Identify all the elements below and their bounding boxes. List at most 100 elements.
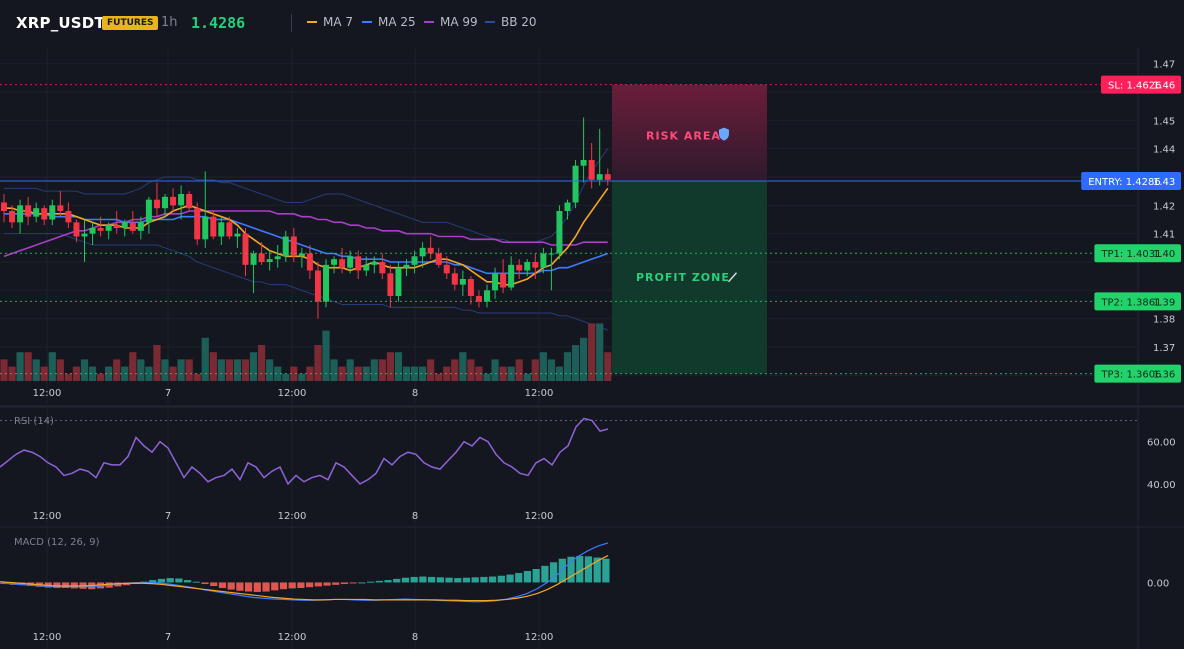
volume-bar	[314, 345, 322, 381]
ma99-label: MA 99	[440, 15, 478, 29]
candle-body	[492, 273, 499, 291]
volume-bar	[410, 366, 419, 381]
volume-bar	[88, 366, 97, 381]
candle-body	[282, 236, 289, 257]
candle-body	[403, 264, 410, 268]
risk-reward-zones: RISK AREA PROFIT ZONE	[612, 84, 767, 374]
macd-histogram-bar	[288, 582, 296, 589]
symbol-title[interactable]: XRP_USDT	[16, 14, 105, 32]
time-tick-label: 7	[165, 388, 171, 399]
volume-bar	[604, 352, 612, 381]
axes: 1.47 1.45 1.44 1.42 1.41 1.38 1.37 12:00 7 12:00 8…	[33, 60, 1176, 643]
time-tick-label: 8	[412, 511, 418, 522]
candle-body	[524, 262, 531, 271]
volume-bar	[282, 373, 290, 381]
volume-bar	[499, 366, 507, 381]
macd-histogram-bar	[245, 582, 253, 592]
candle-body	[371, 262, 378, 265]
risk-area-label: RISK AREA	[646, 130, 721, 143]
candle-body	[459, 279, 466, 285]
macd-histogram-bar	[567, 556, 575, 583]
ma25-label: MA 25	[378, 15, 416, 29]
macd-histogram-bar	[497, 575, 505, 583]
time-tick-label: 12:00	[278, 388, 307, 399]
candle-body	[564, 202, 571, 211]
volume-bar	[378, 359, 386, 381]
macd-histogram-bar	[62, 582, 70, 588]
candle-body	[9, 211, 16, 223]
volume-bar	[177, 359, 185, 381]
candle-body	[202, 216, 209, 240]
time-tick-label: 7	[165, 511, 171, 522]
candle-body	[137, 222, 144, 231]
legend-ma25[interactable]: MA 25	[362, 15, 416, 29]
chart-gridlines	[0, 48, 1184, 649]
rsi-tick-label: 60.00	[1147, 438, 1176, 449]
profit-zone-label: PROFIT ZONE	[636, 271, 730, 284]
volume-bar	[580, 337, 588, 381]
bb20-swatch	[485, 21, 495, 23]
candle-body	[1, 202, 7, 211]
candle-body	[105, 225, 112, 231]
rsi-pane: RSI (14) 60.00 40.00	[0, 416, 1176, 491]
legend-ma99[interactable]: MA 99	[424, 15, 478, 29]
candle-body	[387, 273, 394, 296]
volume-bar	[169, 366, 177, 381]
take-profit-1-tick: 1.40	[1153, 249, 1175, 260]
time-tick-label: 12:00	[525, 388, 554, 399]
candle-body	[121, 222, 128, 228]
macd-histogram-bar	[454, 578, 462, 583]
take-profit-2-tick: 1.39	[1153, 297, 1175, 308]
volume-bar	[64, 373, 72, 381]
bb20-label: BB 20	[501, 15, 537, 29]
take-profit-3-tick: 1.36	[1153, 370, 1175, 381]
candle-body	[347, 256, 354, 268]
macd-histogram-bar	[506, 574, 514, 583]
volume-bar	[547, 359, 555, 381]
interval-label[interactable]: 1h	[161, 15, 178, 30]
macd-histogram-bar	[602, 558, 610, 583]
time-tick-label: 12:00	[278, 632, 307, 643]
macd-histogram-bar	[349, 582, 357, 584]
macd-histogram-bar	[558, 558, 566, 583]
macd-histogram-bar	[515, 572, 523, 583]
volume-bar	[113, 359, 121, 381]
volume-bar	[40, 366, 48, 381]
candle-body	[556, 211, 563, 254]
legend-ma7[interactable]: MA 7	[307, 15, 353, 29]
macd-histogram-bar	[419, 576, 427, 583]
volume-bar	[105, 366, 113, 381]
volume-bar	[459, 352, 467, 381]
candle-body	[290, 236, 297, 257]
candle-body	[274, 256, 281, 260]
rsi-title: RSI (14)	[14, 416, 54, 427]
take-profit-2-label-box	[1094, 292, 1181, 311]
candle-body	[596, 174, 603, 180]
volume-bar	[571, 345, 580, 381]
candle-body	[89, 228, 96, 234]
volume-bar	[258, 345, 266, 381]
candle-body	[443, 264, 450, 274]
volume-bar	[370, 359, 378, 381]
volume-bar	[185, 359, 193, 381]
macd-histogram-bar	[367, 581, 375, 583]
candle-body	[427, 247, 434, 254]
macd-tick-label: 0.00	[1147, 578, 1169, 589]
take-profit-1-label-box	[1094, 244, 1181, 263]
price-tick-label: 1.47	[1153, 60, 1175, 71]
macd-pane: MACD (12, 26, 9) 0.00	[0, 537, 1169, 603]
time-tick-label: 12:00	[525, 632, 554, 643]
macd-line	[0, 542, 609, 603]
legend-bb20[interactable]: BB 20	[485, 15, 537, 29]
volume-bar	[394, 352, 403, 381]
volume-bar	[8, 366, 16, 381]
volume-bar	[588, 323, 596, 381]
macd-histogram-bar	[297, 582, 305, 588]
volume-bar	[346, 359, 354, 381]
macd-histogram-bar	[462, 577, 471, 583]
macd-histogram-bar	[401, 577, 410, 583]
time-tick-label: 12:00	[525, 511, 554, 522]
shield-icon	[719, 127, 729, 141]
bollinger-bands	[4, 148, 609, 331]
